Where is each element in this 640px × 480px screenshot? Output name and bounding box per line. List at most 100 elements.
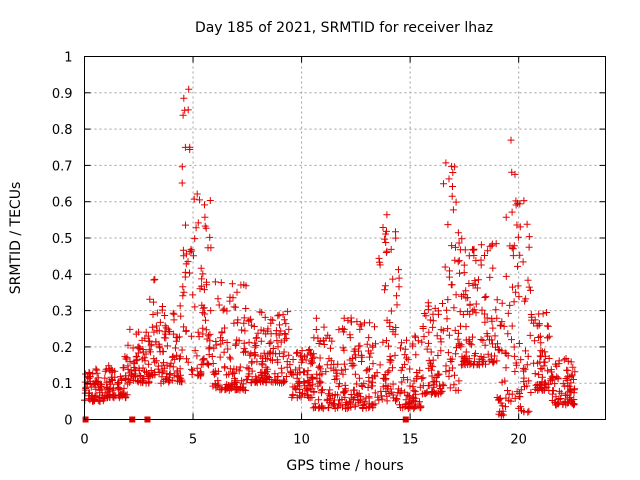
- data-point: [401, 351, 409, 359]
- data-point: [197, 372, 205, 380]
- data-point: [124, 341, 132, 349]
- data-point: [435, 310, 442, 318]
- data-point: [300, 379, 308, 387]
- data-point: [326, 391, 334, 399]
- data-point: [208, 353, 216, 360]
- data-point: [307, 373, 315, 381]
- data-point: [310, 350, 318, 358]
- data-point: [247, 379, 255, 387]
- data-point: [309, 404, 317, 412]
- data-point: [369, 382, 377, 390]
- data-point: [493, 357, 501, 365]
- data-point: [560, 356, 568, 364]
- data-point: [403, 336, 410, 344]
- data-point: [383, 397, 391, 405]
- data-point: [537, 364, 545, 372]
- x-tick-label: 5: [189, 433, 197, 448]
- data-point: [261, 313, 269, 321]
- data-point: [477, 336, 485, 343]
- data-point: [378, 392, 385, 400]
- data-point: [368, 401, 376, 409]
- data-point: [513, 361, 521, 369]
- data-point: [568, 371, 576, 379]
- data-point: [271, 370, 279, 378]
- data-point: [524, 276, 532, 284]
- data-point: [425, 302, 433, 310]
- data-point: [289, 383, 297, 391]
- data-point: [387, 356, 395, 364]
- data-point: [419, 325, 427, 332]
- data-point: [511, 394, 519, 402]
- data-point: [103, 378, 111, 386]
- data-point: [183, 355, 190, 363]
- data-point: [254, 329, 262, 337]
- data-point: [537, 347, 545, 355]
- data-point: [194, 328, 202, 336]
- data-point: [245, 365, 253, 373]
- data-point: [381, 235, 389, 243]
- data-point: [382, 230, 390, 238]
- data-point: [406, 365, 414, 373]
- data-point: [489, 324, 497, 332]
- data-point: [206, 337, 214, 345]
- data-point: [257, 369, 265, 376]
- data-point: [293, 348, 301, 356]
- data-point: [238, 326, 246, 334]
- data-point: [439, 300, 446, 307]
- data-point: [376, 261, 384, 269]
- data-point: [482, 360, 489, 368]
- data-point: [510, 242, 518, 250]
- data-point: [385, 367, 393, 375]
- data-point: [203, 359, 211, 367]
- data-point: [123, 353, 131, 361]
- data-point: [383, 337, 390, 345]
- data-point: [209, 360, 217, 367]
- data-point: [325, 399, 333, 407]
- data-point: [564, 357, 572, 365]
- data-point: [81, 378, 89, 386]
- data-point: [365, 374, 373, 381]
- data-point: [339, 325, 347, 333]
- y-axis-ticks: 0 0.1 0.2 0.3 0.4 0.5 0.6 0.7 0.8 0.9 1: [52, 51, 606, 429]
- data-point: [146, 295, 154, 303]
- data-point: [460, 261, 468, 269]
- data-point: [365, 394, 373, 402]
- data-point: [318, 404, 326, 412]
- data-point: [449, 169, 457, 176]
- data-point: [561, 382, 569, 390]
- data-point: [523, 361, 531, 369]
- data-point: [551, 380, 559, 388]
- data-point: [135, 343, 143, 351]
- data-point: [309, 375, 317, 383]
- data-point: [317, 378, 325, 386]
- data-point: [193, 352, 201, 360]
- data-point: [484, 247, 492, 255]
- data-point: [146, 337, 154, 345]
- data-point: [397, 344, 404, 352]
- data-point: [458, 235, 466, 243]
- data-point: [401, 388, 409, 396]
- data-point: [517, 386, 525, 394]
- data-point: [180, 323, 188, 331]
- data-point: [448, 162, 456, 170]
- data-point: [181, 268, 189, 276]
- data-point: [169, 363, 177, 371]
- data-point: [412, 351, 420, 359]
- data-point: [493, 394, 501, 401]
- data-point: [466, 301, 474, 309]
- data-point: [496, 322, 504, 330]
- y-tick-label: 0.7: [52, 159, 73, 174]
- y-tick-label: 0.6: [52, 196, 73, 211]
- data-point: [465, 252, 473, 260]
- data-point: [153, 309, 161, 317]
- data-point: [344, 316, 352, 324]
- data-point: [319, 405, 327, 413]
- data-point: [167, 359, 175, 367]
- data-point: [502, 213, 510, 221]
- data-point: [318, 370, 326, 378]
- data-point: [553, 373, 561, 381]
- data-point: [516, 200, 524, 208]
- data-point: [179, 292, 187, 300]
- y-tick-label: 0.8: [52, 123, 73, 138]
- data-point: [341, 394, 349, 402]
